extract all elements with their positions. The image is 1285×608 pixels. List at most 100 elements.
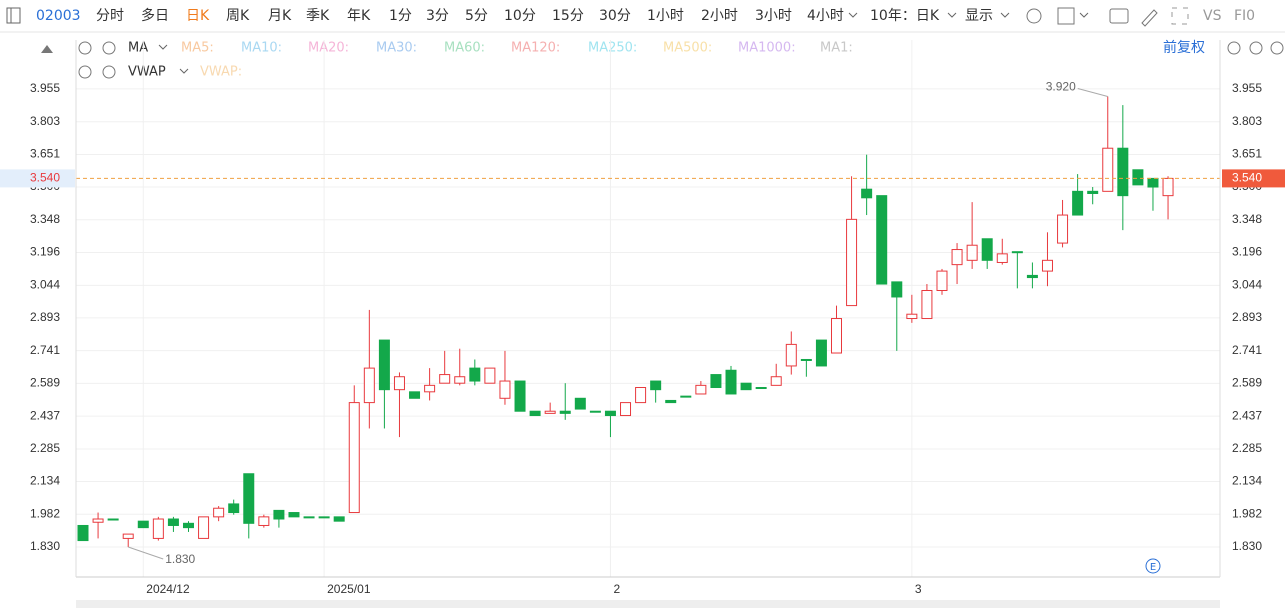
event-badge-letter: E bbox=[1150, 562, 1156, 573]
display-select[interactable]: 显示 bbox=[965, 8, 993, 24]
last-price-label-right: 3.540 bbox=[1232, 171, 1262, 185]
period-tab[interactable]: 1分 bbox=[389, 8, 412, 24]
period-tab[interactable]: 多日 bbox=[141, 7, 169, 24]
y-tick-label: 2.893 bbox=[30, 310, 60, 324]
period-tab[interactable]: 月K bbox=[268, 8, 292, 24]
y-tick-label-right: 2.893 bbox=[1232, 310, 1262, 324]
candle-body bbox=[906, 313, 918, 320]
y-tick-label-right: 2.741 bbox=[1232, 343, 1262, 357]
period-tab[interactable]: 2小时 bbox=[701, 8, 738, 24]
candle-body bbox=[876, 195, 888, 285]
sidebar-icon[interactable] bbox=[6, 7, 21, 24]
y-tick-label-right: 3.348 bbox=[1232, 212, 1262, 226]
candle-body bbox=[891, 281, 903, 298]
last-price-tag bbox=[0, 169, 75, 188]
range-select[interactable]: 10年：日K bbox=[870, 8, 940, 24]
y-tick-label: 3.196 bbox=[30, 245, 60, 259]
y-tick-label-right: 2.589 bbox=[1232, 376, 1262, 390]
candle-body bbox=[1072, 190, 1084, 216]
close-icon[interactable] bbox=[102, 41, 116, 55]
candle-body bbox=[544, 410, 556, 414]
candle-body bbox=[831, 318, 842, 354]
scrollbar[interactable] bbox=[76, 600, 1220, 608]
chevron bbox=[848, 12, 858, 18]
candle-body bbox=[152, 518, 164, 539]
ma-line-label: MA60: bbox=[444, 41, 485, 56]
candle-body bbox=[167, 518, 179, 526]
y-tick-label: 1.982 bbox=[30, 506, 60, 520]
candle-body bbox=[258, 516, 270, 526]
period-tab[interactable]: 周K bbox=[226, 8, 250, 24]
candle-body bbox=[1132, 169, 1144, 186]
candle-body bbox=[92, 518, 104, 523]
candle-body bbox=[635, 387, 647, 404]
fullscreen-icon[interactable] bbox=[1171, 7, 1189, 25]
zoom-out-icon[interactable] bbox=[1249, 41, 1263, 55]
y-tick-label: 2.437 bbox=[30, 408, 60, 422]
settings-icon[interactable] bbox=[1026, 8, 1042, 24]
period-tab[interactable]: 分时 bbox=[96, 8, 124, 24]
candle-body bbox=[861, 188, 873, 199]
candle-body bbox=[333, 516, 345, 522]
zoom-in-icon[interactable] bbox=[1270, 41, 1284, 55]
period-tab[interactable]: 30分 bbox=[599, 8, 631, 24]
candle-body bbox=[288, 512, 300, 518]
candle-body bbox=[228, 503, 240, 514]
close-icon[interactable] bbox=[102, 65, 116, 79]
period-tab[interactable]: 5分 bbox=[465, 8, 488, 24]
candle-body bbox=[770, 376, 782, 386]
last-price-label: 3.540 bbox=[30, 171, 60, 185]
candle-body bbox=[815, 339, 827, 367]
candle-body bbox=[574, 397, 586, 410]
x-tick-label: 2024/12 bbox=[146, 582, 190, 596]
candle-body bbox=[182, 522, 194, 529]
period-tab[interactable]: 年K bbox=[347, 8, 371, 24]
vwap-name[interactable]: VWAP bbox=[128, 65, 166, 80]
collapse-icon[interactable] bbox=[41, 45, 53, 53]
period-tab[interactable]: 15分 bbox=[552, 8, 584, 24]
y-tick-label: 3.044 bbox=[30, 277, 60, 291]
candle-body bbox=[107, 518, 119, 521]
period-tab[interactable]: 日K bbox=[186, 8, 210, 24]
max-label: 3.920 bbox=[1046, 80, 1076, 94]
candle-body bbox=[409, 391, 421, 399]
ma-line-label: MA1000: bbox=[738, 41, 796, 56]
candle-body bbox=[1057, 214, 1069, 244]
candle-body bbox=[303, 516, 315, 519]
chevron bbox=[179, 68, 189, 74]
y-tick-label: 3.651 bbox=[30, 147, 60, 161]
camera-icon[interactable] bbox=[1109, 8, 1129, 24]
candle-body bbox=[424, 384, 436, 393]
vs-button[interactable]: VS bbox=[1203, 8, 1222, 24]
period-tab[interactable]: 1小时 bbox=[647, 8, 684, 24]
color-icon[interactable] bbox=[1057, 7, 1075, 25]
period-tab[interactable]: 季K bbox=[306, 8, 330, 24]
candle-body bbox=[1147, 177, 1159, 188]
candle-body bbox=[966, 244, 978, 261]
period-tab[interactable]: 3分 bbox=[426, 8, 449, 24]
undo-icon[interactable] bbox=[1227, 41, 1241, 55]
min-label: 1.830 bbox=[165, 552, 195, 566]
draw-icon[interactable] bbox=[1141, 9, 1158, 27]
ma-name[interactable]: MA bbox=[128, 41, 148, 56]
candle-body bbox=[393, 376, 405, 391]
f10-button[interactable]: FI0 bbox=[1234, 8, 1255, 24]
y-tick-label-right: 3.196 bbox=[1232, 245, 1262, 259]
period-tab[interactable]: 10分 bbox=[504, 8, 536, 24]
event-badge[interactable] bbox=[1145, 558, 1161, 574]
candle-body bbox=[273, 509, 285, 520]
adjust-button[interactable]: 前复权 bbox=[1163, 39, 1205, 56]
candle-body bbox=[996, 253, 1008, 263]
period-tab[interactable]: 4小时 bbox=[807, 8, 844, 24]
ticker[interactable]: 02003 bbox=[36, 8, 81, 24]
labels: 3.9553.9553.8033.8033.6513.6513.5003.500… bbox=[0, 80, 1285, 596]
settings-icon[interactable] bbox=[78, 65, 92, 79]
candle-body bbox=[785, 343, 797, 367]
y-tick-label: 2.589 bbox=[30, 376, 60, 390]
period-tab[interactable]: 3小时 bbox=[755, 8, 792, 24]
candle-body bbox=[122, 533, 134, 539]
candle-body bbox=[137, 520, 149, 529]
candle-body bbox=[514, 380, 526, 412]
settings-icon[interactable] bbox=[78, 41, 92, 55]
